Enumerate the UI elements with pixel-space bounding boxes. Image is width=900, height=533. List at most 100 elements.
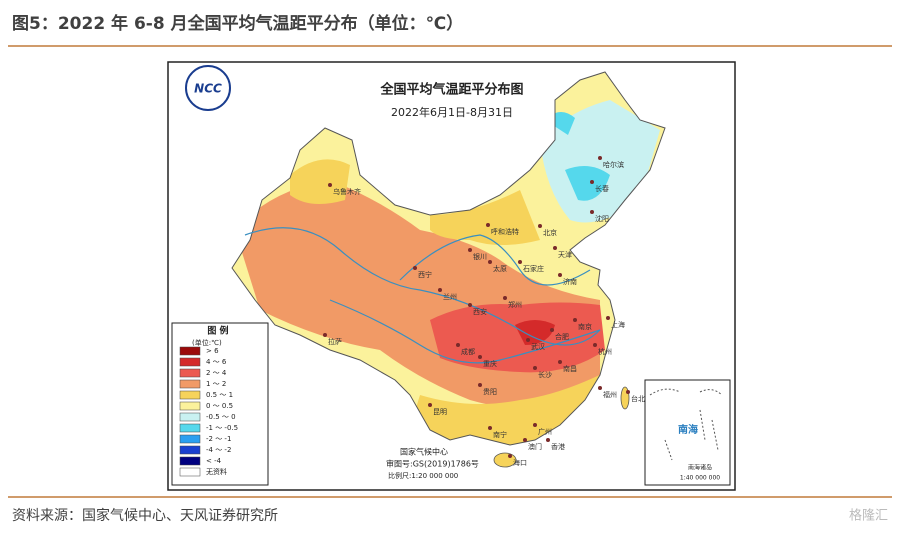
river [329, 299, 601, 364]
legend-items: > 6 4 ～ 6 2 ～ 4 1 ～ 2 0.5 ～ 1 0 ～ 0.5 -0.5 ～ 0… [179, 346, 238, 477]
city-label: 天津 [558, 251, 572, 259]
city-dot [428, 403, 432, 407]
city-label: 郑州 [508, 301, 522, 309]
city-dot [478, 355, 482, 359]
inset-title: 南海诸岛 [688, 464, 712, 472]
city-label: 香港 [551, 442, 565, 451]
legend-label: 4 ～ 6 [206, 358, 227, 366]
city-dot [553, 246, 557, 250]
legend-swatch [179, 412, 201, 422]
city-label: 成都 [461, 347, 475, 356]
city-dot [598, 156, 602, 160]
page-title: 图5：2022 年 6-8 月全国平均气温距平分布（单位：℃） [12, 13, 463, 34]
city-label: 杭州 [598, 347, 612, 356]
city-label: 西宁 [418, 270, 432, 279]
legend-label: 0.5 ～ 1 [206, 391, 233, 399]
city-label: 西安 [473, 307, 487, 316]
city-dot [590, 180, 594, 184]
city-label: 沈阳 [595, 214, 609, 223]
legend-swatch [179, 368, 201, 378]
legend-label: -1 ～ -0.5 [206, 424, 238, 432]
city-label: 南宁 [493, 430, 507, 439]
city-label: 南京 [578, 322, 592, 331]
temperature-region [515, 320, 555, 345]
legend-swatch [179, 445, 201, 455]
legend-swatch [179, 390, 201, 400]
legend-swatch [179, 456, 201, 466]
city-label: 台北 [631, 394, 645, 403]
inset-lines [649, 388, 723, 461]
ncc-logo [185, 65, 231, 111]
river [399, 234, 591, 286]
city-label: 重庆 [483, 359, 497, 368]
city-label: 石家庄 [523, 264, 544, 273]
city-dot [546, 438, 550, 442]
city-dot [533, 366, 537, 370]
city-dot [468, 248, 472, 252]
city-label: 广州 [538, 427, 552, 436]
temperature-region [540, 100, 660, 223]
city-dot [538, 224, 542, 228]
city-label: 太原 [493, 264, 507, 273]
city-label: 南昌 [563, 364, 577, 373]
ncc-logo-text: NCC [194, 82, 222, 96]
city-label: 贵阳 [483, 387, 497, 396]
city-dot [518, 260, 522, 264]
legend-swatch [179, 434, 201, 444]
city-dot [573, 318, 577, 322]
watermark: 格隆汇 [849, 508, 888, 524]
china-outline [231, 71, 666, 446]
city-label: 银川 [473, 252, 487, 261]
city-dot [550, 328, 554, 332]
legend-label: 0 ～ 0.5 [206, 402, 233, 410]
city-label: 北京 [543, 228, 557, 237]
city-dot [558, 360, 562, 364]
city-label: 上海 [611, 320, 625, 329]
city-dot [558, 273, 562, 277]
city-label: 长沙 [538, 370, 552, 379]
city-dot [478, 383, 482, 387]
inset-scale: 1:40 000 000 [680, 475, 720, 482]
city-dot [508, 454, 512, 458]
legend-label: 1 ～ 2 [206, 380, 226, 388]
legend-swatch [179, 346, 201, 356]
legend-swatch [179, 379, 201, 389]
legend-label: < -4 [206, 457, 222, 465]
legend-swatch [179, 423, 201, 433]
legend-label: -4 ～ -2 [206, 446, 231, 454]
city-dot [606, 316, 610, 320]
legend-swatch [179, 401, 201, 411]
city-dot [593, 343, 597, 347]
temperature-region [290, 159, 350, 204]
city-dot [468, 303, 472, 307]
map-title: 全国平均气温距平分布图 [379, 82, 523, 98]
city-label: 济南 [563, 277, 577, 286]
city-dot [590, 210, 594, 214]
city-dot [488, 260, 492, 264]
city-dot [598, 386, 602, 390]
inset-box [644, 379, 731, 486]
temperature-region [430, 302, 605, 373]
city-label: 哈尔滨 [603, 160, 624, 169]
city-dot [413, 266, 417, 270]
city-label: 澳门 [528, 442, 542, 451]
city-label: 昆明 [433, 408, 447, 416]
city-label: 长春 [595, 184, 609, 193]
city-dot [533, 423, 537, 427]
inset-sea: 南海 [678, 423, 698, 436]
legend-unit: (单位:℃) [192, 338, 222, 347]
city-dot [438, 288, 442, 292]
city-label: 乌鲁木齐 [333, 187, 361, 196]
legend-swatch [179, 467, 201, 477]
legend-title: 图 例 [207, 325, 228, 337]
city-label: 海口 [513, 458, 527, 467]
legend-label: > 6 [206, 347, 219, 355]
city-dot [486, 223, 490, 227]
city-dot [323, 333, 327, 337]
legend-label: 无资料 [206, 467, 227, 476]
city-dot [523, 438, 527, 442]
temperature-region [565, 166, 610, 201]
river [244, 227, 601, 346]
